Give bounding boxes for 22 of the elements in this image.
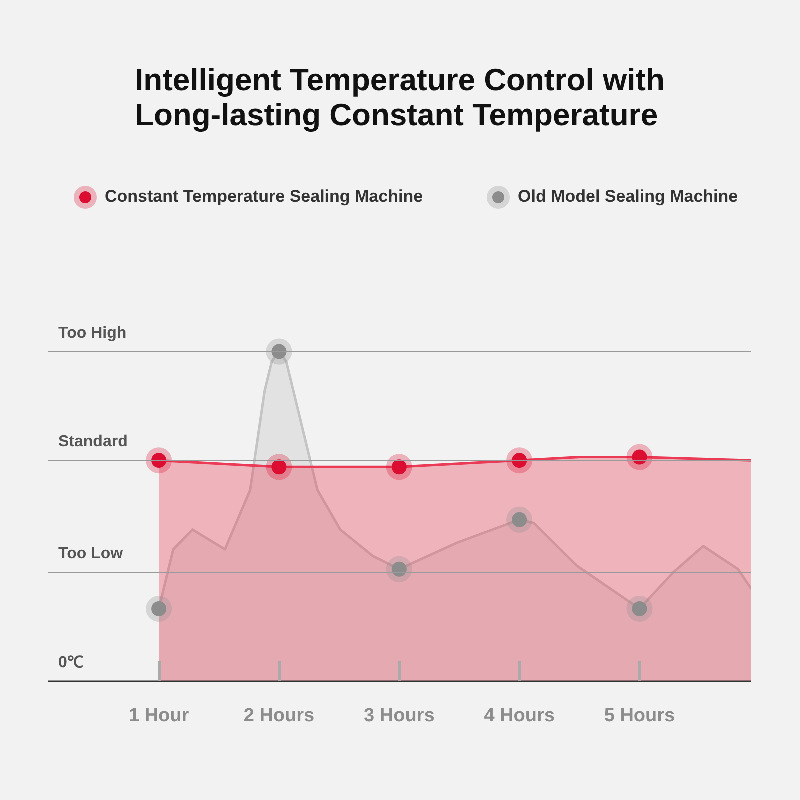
ref-line-label: Standard	[58, 434, 128, 451]
point	[626, 596, 653, 622]
point	[266, 454, 292, 480]
ref-line-label: Too High	[58, 324, 127, 342]
legend-label: Old Model Sealing Machine	[518, 187, 738, 207]
point	[506, 506, 533, 533]
chart-title: Intelligent Temperature Control with Long-lasting Constant Temperature	[135, 62, 665, 132]
legend-label: Constant Temperature Sealing Machine	[105, 187, 424, 207]
point	[386, 556, 412, 582]
x-tick-label: 5 Hours	[604, 706, 676, 726]
point	[386, 454, 412, 480]
x-tick-label: 4 Hours	[484, 706, 555, 726]
ref-line-label: Too Low	[58, 546, 124, 563]
x-tick-label: 1 Hour	[128, 706, 190, 726]
point	[506, 448, 533, 474]
point	[146, 596, 172, 622]
ref-line-label: 0℃	[58, 654, 84, 672]
point	[146, 448, 172, 474]
x-tick-label: 3 Hours	[364, 706, 435, 726]
x-tick-label: 2 Hours	[244, 706, 315, 726]
point	[266, 338, 292, 365]
point	[626, 444, 653, 470]
